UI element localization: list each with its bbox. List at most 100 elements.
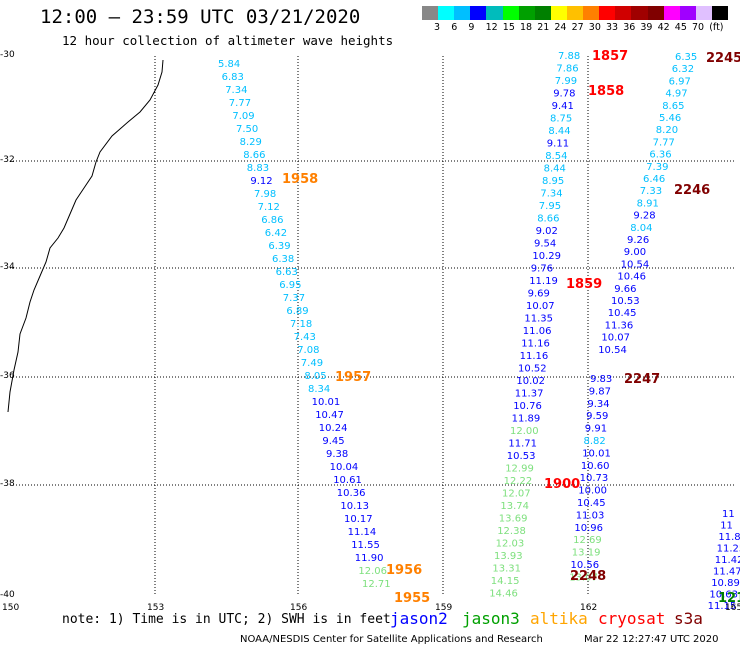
coastline (7, 59, 164, 413)
footer-note: note: 1) Time is in UTC; 2) SWH is in fe… (62, 612, 391, 627)
altimeter-tracks: 5.84 6.83 7.34 7.77 7.09 7.50 8.29 8.66 8.83 9.12… (218, 51, 740, 612)
swh-value: 9.91 (585, 424, 607, 435)
swh-value: 10.04 (330, 462, 359, 473)
swh-value: 12.00 (510, 426, 539, 437)
satellite-name: jason2 (390, 609, 448, 628)
satellite-name: altika (530, 609, 588, 628)
swh-value: 11.15 (708, 601, 737, 612)
color-legend-labels: 3 6 9 12 15 18 21 24 27 30 33 36 39 42 45 70 (ft) (422, 22, 734, 34)
legend-label: 9 (468, 22, 475, 33)
swh-value: 9.28 (633, 211, 655, 222)
swh-value: 11.90 (355, 553, 384, 564)
swh-value: 10.02 (516, 376, 545, 387)
swh-value: 12.06 (358, 566, 387, 577)
swh-value: 8.82 (584, 436, 606, 447)
legend-swatch (550, 6, 567, 20)
legend-label: 36 (623, 22, 636, 33)
swh-value: 6.32 (672, 64, 694, 75)
swh-value: 13.74 (500, 501, 529, 512)
swh-value: 10.17 (344, 514, 373, 525)
swh-value: 7.49 (301, 358, 323, 369)
legend-label: 39 (640, 22, 653, 33)
legend-label: 24 (554, 22, 567, 33)
latitude-label: -36 (0, 371, 15, 381)
legend-swatch (695, 6, 712, 20)
swh-value: 6.38 (272, 254, 294, 265)
swh-value: 7.37 (283, 293, 305, 304)
swh-value: 11.71 (508, 439, 537, 450)
swh-value: 14.15 (491, 576, 520, 587)
swh-value: 8.29 (240, 137, 262, 148)
swh-value: 10.01 (582, 448, 611, 459)
legend-swatch (679, 6, 696, 20)
swh-value: 10.63 (709, 590, 738, 601)
legend-label: 30 (588, 22, 601, 33)
swh-value: 10.89 (711, 578, 740, 589)
swh-value: 13.19 (572, 548, 601, 559)
legend-label: 33 (606, 22, 619, 33)
swh-value: 12.99 (505, 464, 534, 475)
swh-value: 11.36 (605, 320, 634, 331)
swh-value: 10.47 (315, 410, 344, 421)
swh-value: 12.07 (502, 489, 531, 500)
legend-label: (ft) (709, 22, 724, 33)
swh-value: 10.45 (608, 308, 637, 319)
swh-value: 6.89 (286, 306, 308, 317)
swh-value: 7.09 (232, 111, 254, 122)
legend-label: 42 (657, 22, 670, 33)
swh-value: 13.07 (569, 572, 598, 583)
swh-value: 7.34 (225, 85, 247, 96)
swh-value: 11.8 (718, 532, 740, 543)
swh-value: 5.84 (218, 59, 240, 70)
legend-swatch (486, 6, 503, 20)
swh-value: 8.65 (662, 101, 684, 112)
swh-value: 8.05 (304, 371, 326, 382)
swh-value: 6.86 (261, 215, 283, 226)
swh-value: 8.34 (308, 384, 330, 395)
swh-value: 8.83 (247, 163, 269, 174)
map-title: 12:00 — 23:59 UTC 03/21/2020 (40, 6, 361, 28)
legend-label: 3 (434, 22, 441, 33)
swh-value: 11.16 (521, 339, 550, 350)
swh-value: 8.66 (537, 214, 559, 225)
swh-value: 8.91 (637, 198, 659, 209)
swh-value: 10.46 (617, 272, 646, 283)
swh-value: 6.39 (268, 241, 290, 252)
swh-value: 8.44 (548, 126, 570, 137)
legend-label: 12 (485, 22, 498, 33)
latitude-label: -40 (0, 590, 15, 600)
swh-value: 6.36 (649, 150, 671, 161)
swh-value: 10.61 (333, 475, 362, 486)
swh-value: 9.34 (587, 399, 609, 410)
swh-value: 9.45 (322, 436, 344, 447)
swh-value: 7.39 (646, 162, 668, 173)
swh-value: 10.53 (611, 296, 640, 307)
credit-line: NOAA/NESDIS Center for Satellite Applica… (240, 634, 543, 645)
swh-value: 10.56 (571, 560, 600, 571)
legend-swatch (518, 6, 535, 20)
swh-value: 10.24 (319, 423, 348, 434)
swh-value: 10.54 (621, 259, 650, 270)
swh-value: 10.53 (507, 451, 536, 462)
pass-time-label: 121 (718, 591, 740, 606)
swh-value: 8.95 (542, 176, 564, 187)
swh-value: 9.41 (552, 101, 574, 112)
legend-swatch (566, 6, 584, 20)
swh-value: 10.36 (337, 488, 366, 499)
swh-value: 12.38 (497, 526, 526, 537)
swh-value: 9.38 (326, 449, 348, 460)
legend-swatch (470, 6, 487, 20)
pass-time-label: 2248 (570, 569, 606, 584)
legend-label: 6 (451, 22, 458, 33)
latitude-label: -30 (0, 50, 15, 60)
swh-value: 13.93 (494, 551, 523, 562)
pass-time-label: 1955 (394, 591, 430, 606)
swh-value: 6.42 (265, 228, 287, 239)
pass-time-label: 2247 (624, 372, 660, 387)
swh-value: 9.54 (534, 239, 556, 250)
legend-swatch (711, 6, 729, 20)
longitude-label: 153 (147, 603, 165, 613)
swh-value: 10.52 (518, 364, 547, 375)
pass-time-labels: 1857 1858 1859 1900 1958 1957 1956 1955 2245 2246… (282, 49, 740, 606)
swh-value: 11.16 (520, 351, 549, 362)
